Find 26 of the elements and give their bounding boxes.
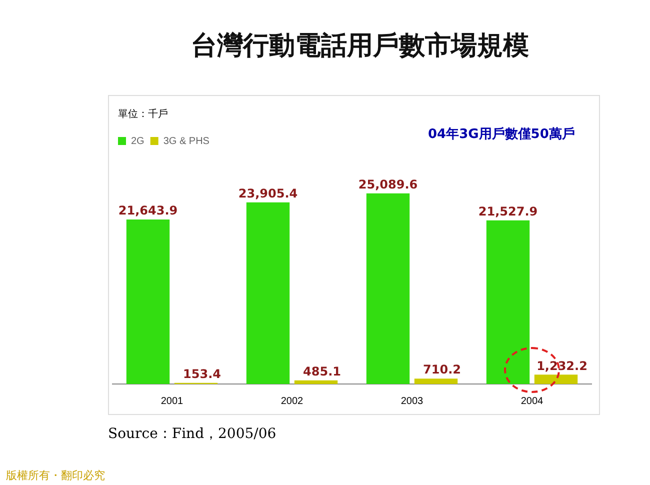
legend-label: 3G & PHS [163, 136, 210, 147]
bar [534, 374, 578, 384]
x-tick-label: 2001 [160, 396, 184, 407]
data-label: 153.4 [183, 366, 221, 381]
bar [246, 202, 290, 384]
text: 版權所有・翻印必究 [6, 468, 105, 483]
data-label: 21,643.9 [118, 204, 178, 218]
x-tick-label: 2002 [280, 396, 304, 407]
x-tick-label: 2004 [520, 396, 544, 407]
text: 04年3G用戶數僅50萬戶 [428, 126, 575, 143]
data-label: 23,905.4 [238, 186, 298, 200]
source-note: Source：Find，2005/06 [108, 425, 276, 443]
bar [126, 220, 170, 384]
data-label: 21,527.9 [478, 204, 538, 219]
data-label: 710.2 [423, 362, 461, 377]
chart-title: 台灣行動電話用戶數市場規模 [190, 30, 530, 63]
bar [366, 193, 410, 384]
text: 單位：千戶 [118, 108, 168, 121]
data-label: 1,232.2 [536, 358, 588, 373]
bar [294, 380, 338, 384]
bar [414, 378, 458, 384]
legend-label: 2G [131, 136, 145, 147]
data-label: 485.1 [303, 364, 341, 378]
data-label: 25,089.6 [358, 177, 418, 192]
bar [486, 220, 530, 384]
x-tick-label: 2003 [400, 396, 424, 407]
